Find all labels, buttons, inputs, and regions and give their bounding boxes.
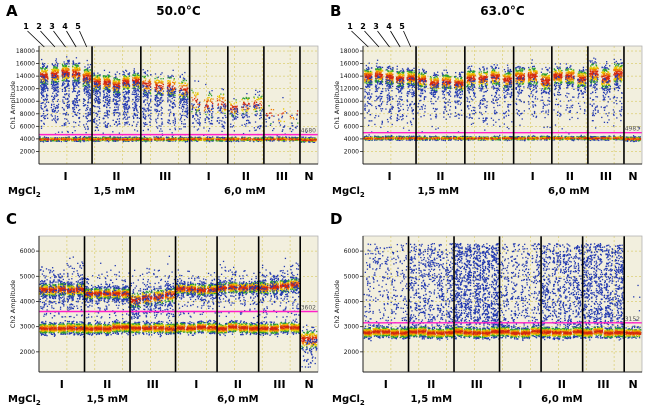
concentration-label: 6,0 mM	[541, 394, 583, 405]
group-label: III	[273, 378, 286, 391]
panel-letter: A	[6, 2, 18, 20]
mgcl2-label: MgCl2	[332, 186, 365, 199]
panel-a: A 50.0°C I II III I II III N MgCl2 1,5 mM 6,0 m…	[6, 2, 322, 202]
group-label-row: I II III I II III N	[6, 170, 322, 184]
group-label: II	[427, 378, 436, 391]
concentration-label: 6,0 mM	[548, 186, 590, 197]
mgcl2-label: MgCl2	[8, 186, 41, 199]
amplitude-plot	[330, 20, 646, 168]
mgcl2-label: MgCl2	[332, 394, 365, 407]
group-label: III	[483, 170, 496, 183]
bottom-label-row: MgCl2 1,5 mM 6,0 mM	[330, 393, 646, 408]
group-label: I	[63, 170, 68, 183]
group-label: I	[194, 378, 199, 391]
concentration-label: 1,5 mM	[93, 186, 136, 197]
group-label: II	[241, 170, 250, 183]
group-label: II	[557, 378, 566, 391]
amplitude-plot	[6, 20, 322, 168]
group-label: N	[304, 170, 314, 183]
concentration-label: 1,5 mM	[410, 394, 453, 405]
group-label-row: I II III I II III N	[6, 378, 322, 392]
group-label: II	[112, 170, 121, 183]
group-label: I	[383, 378, 388, 391]
group-label: N	[628, 170, 638, 183]
concentration-label: 6,0 mM	[224, 186, 266, 197]
group-label: III	[599, 170, 613, 183]
concentration-label: 1,5 mM	[86, 394, 129, 405]
panel-letter: B	[330, 2, 342, 20]
group-label: I	[518, 378, 523, 391]
group-label: II	[565, 170, 574, 183]
bottom-label-row: MgCl2 1,5 mM 6,0 mM	[330, 185, 646, 200]
panel-d: D I II III I II III N MgCl2 1,5 mM 6,0 mM	[330, 210, 646, 410]
concentration-label: 1,5 mM	[417, 186, 460, 197]
panel-letter: C	[6, 210, 18, 228]
group-label: I	[530, 170, 535, 183]
mgcl2-label: MgCl2	[8, 394, 41, 407]
group-label: I	[387, 170, 392, 183]
bottom-label-row: MgCl2 1,5 mM 6,0 mM	[6, 393, 322, 408]
group-label: N	[628, 378, 638, 391]
group-label: III	[275, 170, 289, 183]
group-label: III	[159, 170, 172, 183]
concentration-label: 6,0 mM	[217, 394, 259, 405]
group-label: II	[233, 378, 242, 391]
group-label-row: I II III I II III N	[330, 378, 646, 392]
temperature-title: 63.0°C	[480, 4, 525, 18]
panel-letter: D	[330, 210, 343, 228]
group-label-row: I II III I II III N	[330, 170, 646, 184]
amplitude-plot	[6, 228, 322, 376]
group-label: II	[103, 378, 112, 391]
group-label: III	[597, 378, 610, 391]
group-label: I	[59, 378, 64, 391]
panel-b: B 63.0°C I II III I II III N MgCl2 1,5 mM 6,0 m…	[330, 2, 646, 202]
temperature-title: 50.0°C	[156, 4, 201, 18]
panel-c: C I II III I II III N MgCl2 1,5 mM 6,0 mM	[6, 210, 322, 410]
group-label: II	[436, 170, 445, 183]
group-label: III	[470, 378, 483, 391]
bottom-label-row: MgCl2 1,5 mM 6,0 mM	[6, 185, 322, 200]
group-label: N	[304, 378, 314, 391]
group-label: III	[146, 378, 159, 391]
group-label: I	[206, 170, 211, 183]
amplitude-plot	[330, 228, 646, 376]
